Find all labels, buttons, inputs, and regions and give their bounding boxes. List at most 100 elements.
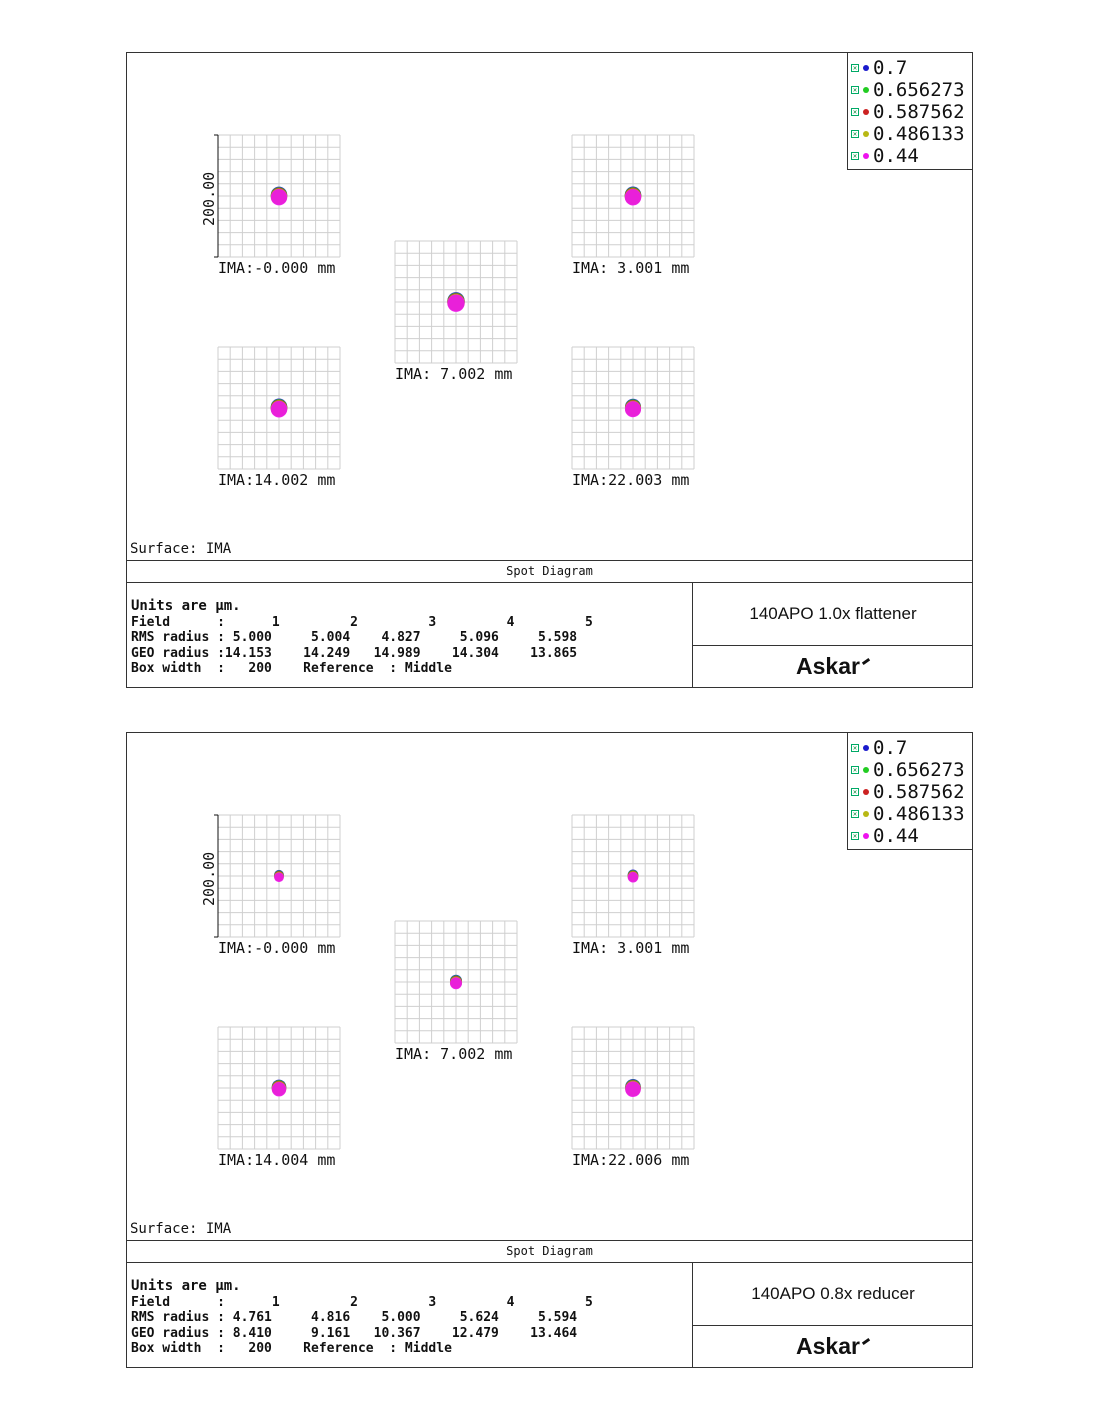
checkbox-icon[interactable] (851, 86, 859, 94)
checkbox-icon[interactable] (851, 788, 859, 796)
spot-field-3: IMA: 7.002 mm (394, 920, 518, 1063)
spot-field-1: IMA:-0.000 mm (217, 814, 341, 957)
field-label: IMA:22.003 mm (572, 471, 689, 489)
field-label: IMA:14.002 mm (218, 471, 335, 489)
box-row: Box width : 200 Reference : Middle (131, 1341, 452, 1356)
legend-item-5[interactable]: 0.44 (851, 825, 919, 847)
checkbox-icon[interactable] (851, 766, 859, 774)
checkbox-icon[interactable] (851, 130, 859, 138)
field-label: IMA: 3.001 mm (572, 939, 689, 957)
brand-logo: Askar (692, 646, 973, 687)
spot-field-2: IMA: 3.001 mm (571, 134, 695, 277)
spot-field-4: IMA:14.002 mm (217, 346, 341, 489)
legend-item-2[interactable]: 0.656273 (851, 79, 965, 101)
lens-name: 140APO 1.0x flattener (692, 582, 973, 646)
checkbox-icon[interactable] (851, 108, 859, 116)
geo-row: GEO radius : 8.410 9.161 10.367 12.479 1… (131, 1325, 578, 1341)
spot-wavelength-5 (627, 871, 639, 883)
spot-field-1: IMA:-0.000 mm (217, 134, 341, 277)
field-label: IMA:22.006 mm (572, 1151, 689, 1169)
spot-plot-area: IMA:-0.000 mm IMA: 3.001 mm IMA: 7.002 mm I… (200, 814, 695, 1169)
logo-text: Askar (796, 1333, 860, 1359)
box-row: Box width : 200 Reference : Middle (131, 661, 452, 676)
checkbox-icon[interactable] (851, 744, 859, 752)
wavelength-legend: 0.7 0.656273 0.587562 0.486133 0.44 (847, 733, 972, 850)
scale-label: 200.00 (200, 852, 218, 906)
dot-icon (863, 811, 869, 817)
spot-diagram-panel-flattener: IMA:-0.000 mm IMA: 3.001 mm IMA: 7.002 mm I… (126, 52, 973, 688)
surface-label: Surface: IMA (130, 541, 232, 557)
spot-field-5: IMA:22.003 mm (571, 346, 695, 489)
spot-diagram-panel-reducer: IMA:-0.000 mm IMA: 3.001 mm IMA: 7.002 mm I… (126, 732, 973, 1368)
legend-label: 0.486133 (873, 123, 965, 145)
legend-label: 0.44 (873, 145, 919, 167)
lens-name: 140APO 0.8x reducer (692, 1262, 973, 1326)
field-label: IMA:14.004 mm (218, 1151, 335, 1169)
field-label: IMA:-0.000 mm (218, 259, 335, 277)
surface-label: Surface: IMA (130, 1221, 232, 1237)
spot-field-5: IMA:22.006 mm (571, 1026, 695, 1169)
diagram-title: Spot Diagram (127, 1240, 972, 1263)
legend-item-2[interactable]: 0.656273 (851, 759, 965, 781)
legend-item-5[interactable]: 0.44 (851, 145, 919, 167)
dot-icon (863, 745, 869, 751)
legend-item-3[interactable]: 0.587562 (851, 101, 965, 123)
legend-item-4[interactable]: 0.486133 (851, 803, 965, 825)
field-label: IMA: 3.001 mm (572, 259, 689, 277)
dot-icon (863, 87, 869, 93)
dot-icon (863, 131, 869, 137)
brand-logo: Askar (692, 1326, 973, 1367)
spot-wavelength-5 (449, 977, 463, 990)
diagram-title: Spot Diagram (127, 560, 972, 583)
dot-icon (863, 789, 869, 795)
legend-item-3[interactable]: 0.587562 (851, 781, 965, 803)
spot-wavelength-5 (270, 400, 288, 418)
checkbox-icon[interactable] (851, 832, 859, 840)
field-row: Field : 1 2 3 4 5 (131, 614, 593, 630)
scale-label: 200.00 (200, 172, 218, 226)
legend-label: 0.656273 (873, 759, 965, 781)
checkbox-icon[interactable] (851, 810, 859, 818)
spot-wavelength-5 (270, 188, 288, 206)
spot-wavelength-5 (624, 401, 642, 418)
dot-icon (863, 153, 869, 159)
dot-icon (863, 767, 869, 773)
units-label: Units are µm. (131, 1278, 241, 1294)
spot-wavelength-5 (271, 1081, 287, 1097)
checkbox-icon[interactable] (851, 64, 859, 72)
legend-label: 0.44 (873, 825, 919, 847)
scale-bar: 200.00 (200, 814, 219, 938)
spot-wavelength-5 (447, 294, 465, 312)
field-label: IMA: 7.002 mm (395, 1045, 512, 1063)
legend-item-1[interactable]: 0.7 (851, 737, 907, 759)
spot-field-4: IMA:14.004 mm (217, 1026, 341, 1169)
wavelength-legend: 0.7 0.656273 0.587562 0.486133 0.44 (847, 53, 972, 170)
legend-label: 0.486133 (873, 803, 965, 825)
legend-label: 0.587562 (873, 781, 965, 803)
rms-row: RMS radius : 4.761 4.816 5.000 5.624 5.5… (131, 1310, 578, 1325)
legend-label: 0.7 (873, 737, 908, 759)
units-label: Units are µm. (131, 598, 241, 614)
field-row: Field : 1 2 3 4 5 (131, 1294, 593, 1310)
checkbox-icon[interactable] (851, 152, 859, 160)
legend-label: 0.7 (873, 57, 908, 79)
stats-block: Units are µm. Field : 1 2 3 4 5 RMS radius… (131, 598, 593, 677)
scale-bar: 200.00 (200, 134, 219, 258)
legend-item-4[interactable]: 0.486133 (851, 123, 965, 145)
spot-wavelength-5 (625, 1081, 641, 1098)
dot-icon (863, 65, 869, 71)
logo-text: Askar (796, 653, 860, 679)
spot-wavelength-5 (274, 872, 284, 883)
geo-row: GEO radius :14.153 14.249 14.989 14.304 … (131, 645, 578, 661)
legend-item-1[interactable]: 0.7 (851, 57, 907, 79)
spot-field-3: IMA: 7.002 mm (394, 240, 518, 383)
legend-label: 0.587562 (873, 101, 965, 123)
stats-block: Units are µm. Field : 1 2 3 4 5 RMS radius… (131, 1278, 593, 1357)
rms-row: RMS radius : 5.000 5.004 4.827 5.096 5.5… (131, 630, 578, 645)
logo-tick-icon (861, 1337, 871, 1346)
field-label: IMA: 7.002 mm (395, 365, 512, 383)
spot-plot-area: IMA:-0.000 mm IMA: 3.001 mm IMA: 7.002 mm I… (200, 134, 695, 489)
spot-wavelength-5 (624, 188, 642, 206)
field-label: IMA:-0.000 mm (218, 939, 335, 957)
dot-icon (863, 833, 869, 839)
